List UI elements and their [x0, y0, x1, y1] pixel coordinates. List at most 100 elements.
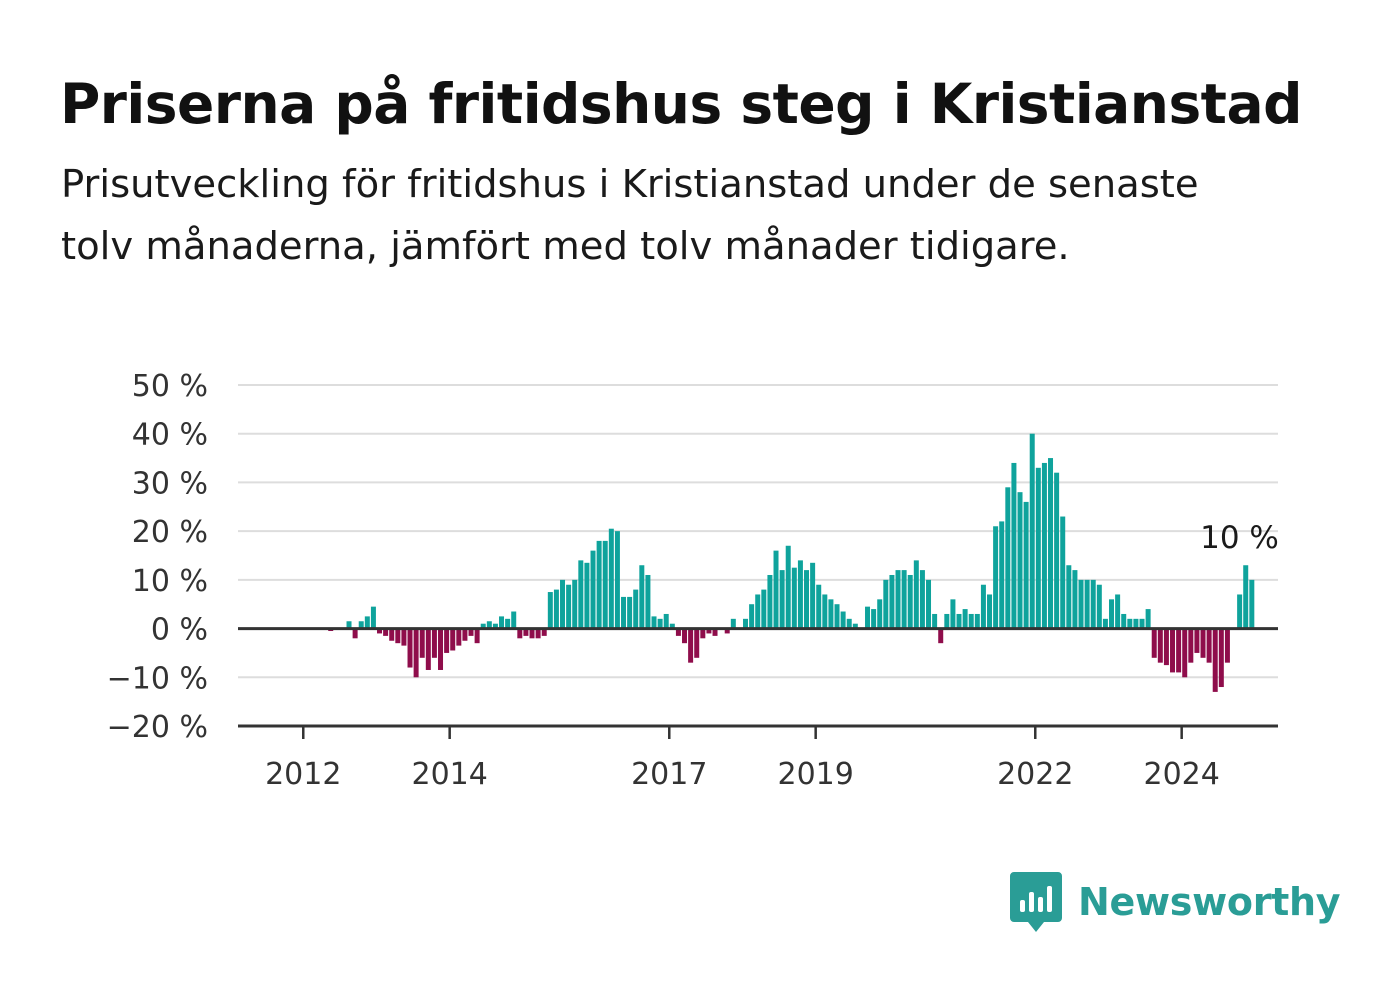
y-tick-label: −10 %	[107, 661, 208, 696]
bar	[584, 562, 590, 629]
bar	[633, 589, 639, 629]
bar	[883, 579, 889, 629]
bar	[974, 613, 980, 629]
bar	[566, 584, 572, 629]
x-tick-label: 2019	[777, 757, 853, 792]
bar	[389, 628, 395, 641]
bar	[871, 609, 877, 629]
bar	[590, 550, 596, 629]
bar	[956, 613, 962, 629]
bar	[669, 623, 675, 629]
y-tick-label: 50 %	[132, 369, 208, 404]
x-tick-label: 2014	[411, 757, 487, 792]
bar	[987, 594, 993, 629]
bar	[346, 621, 352, 629]
bar	[1249, 579, 1255, 629]
bar	[816, 584, 822, 629]
bar	[614, 531, 620, 629]
bar	[834, 604, 840, 629]
bar	[657, 618, 663, 629]
bar	[932, 613, 938, 629]
x-tick-label: 2022	[997, 757, 1073, 792]
bar	[1011, 462, 1017, 629]
bar	[749, 604, 755, 629]
bar	[377, 628, 383, 634]
y-tick-label: −20 %	[107, 710, 208, 745]
bar	[407, 628, 413, 668]
bar	[1102, 618, 1108, 629]
bar	[968, 613, 974, 629]
bar	[822, 594, 828, 629]
bar	[425, 628, 431, 670]
bar	[608, 528, 614, 629]
bar	[370, 606, 376, 629]
bar	[743, 618, 749, 629]
newsworthy-brand: Newsworthy	[1010, 872, 1341, 942]
bar	[456, 628, 462, 646]
bar	[846, 618, 852, 629]
bar	[438, 628, 444, 670]
bar	[383, 628, 389, 636]
bar	[523, 628, 529, 636]
bar	[712, 628, 718, 636]
latest-value-label: 10 %	[1200, 520, 1279, 556]
bar	[1005, 487, 1011, 629]
bar	[1109, 599, 1115, 629]
bar	[529, 628, 535, 639]
x-tick-label: 2024	[1143, 757, 1219, 792]
x-tick-label: 2012	[265, 757, 341, 792]
newsworthy-logo-icon	[1010, 872, 1062, 932]
chart-subtitle: Prisutveckling för fritidshus i Kristian…	[61, 162, 1199, 269]
bar	[511, 611, 517, 629]
bar	[627, 596, 633, 629]
bar	[962, 609, 968, 629]
bar	[828, 599, 834, 629]
gridlines	[238, 384, 1278, 679]
bar	[980, 584, 986, 629]
bar	[1023, 501, 1029, 629]
bar	[889, 574, 895, 629]
bar	[804, 570, 810, 629]
bar	[401, 628, 407, 646]
bar	[572, 579, 578, 629]
bar	[621, 596, 627, 629]
bar	[1041, 462, 1047, 629]
bar	[639, 565, 645, 629]
bar	[444, 628, 450, 653]
y-tick-label: 30 %	[132, 466, 208, 501]
bar	[1139, 618, 1145, 629]
bar	[1029, 433, 1035, 629]
y-tick-label: 20 %	[132, 515, 208, 550]
bar	[499, 616, 505, 629]
bar	[1224, 628, 1230, 663]
bar	[413, 628, 419, 678]
bar	[602, 540, 608, 629]
bar	[468, 628, 474, 636]
bar	[926, 579, 932, 629]
bar	[480, 623, 486, 629]
bar	[492, 623, 498, 629]
bar	[907, 574, 913, 629]
bar	[852, 623, 858, 629]
bar	[706, 628, 712, 634]
bar	[1035, 467, 1041, 629]
bar	[895, 570, 901, 629]
bar	[1163, 628, 1169, 666]
bar	[682, 628, 688, 644]
bar	[1121, 613, 1127, 629]
bar	[1145, 609, 1151, 629]
bar	[474, 628, 480, 644]
bar	[450, 628, 456, 651]
bar	[645, 574, 651, 629]
bar	[560, 579, 566, 629]
bar	[761, 589, 767, 629]
bar	[1151, 628, 1157, 658]
bar	[1078, 579, 1084, 629]
y-tick-label: 40 %	[132, 418, 208, 453]
bar	[840, 611, 846, 629]
bar	[547, 592, 553, 629]
bar	[1200, 628, 1206, 658]
bar	[901, 570, 907, 629]
bar	[505, 618, 511, 629]
